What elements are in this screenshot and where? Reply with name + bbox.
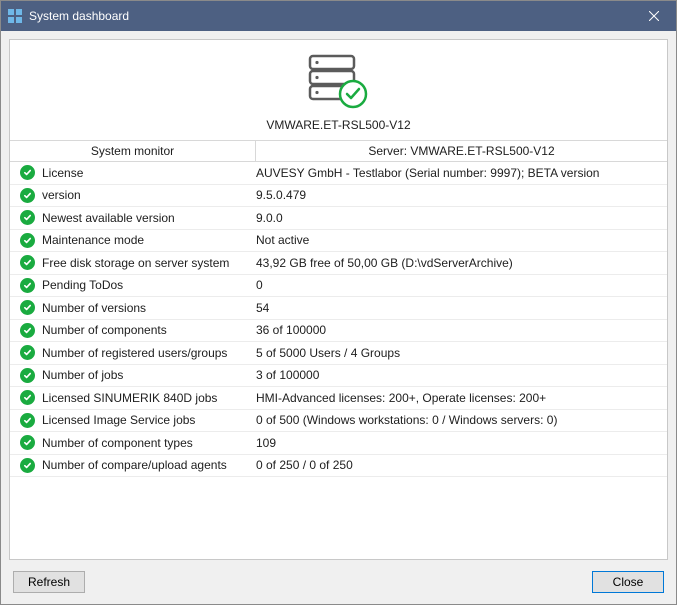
status-row: Number of compare/upload agents0 of 250 … xyxy=(10,455,667,478)
server-graphic xyxy=(10,48,667,116)
row-value: 3 of 100000 xyxy=(256,368,657,382)
close-button[interactable]: Close xyxy=(592,571,664,593)
row-value: AUVESY GmbH - Testlabor (Serial number: … xyxy=(256,166,657,180)
status-row: Licensed Image Service jobs0 of 500 (Win… xyxy=(10,410,667,433)
row-label: version xyxy=(42,188,256,202)
content-panel: VMWARE.ET-RSL500-V12 System monitor Serv… xyxy=(9,39,668,560)
status-ok-icon xyxy=(20,233,42,248)
app-icon xyxy=(7,8,23,24)
status-row: Number of component types109 xyxy=(10,432,667,455)
refresh-button[interactable]: Refresh xyxy=(13,571,85,593)
row-value: 54 xyxy=(256,301,657,315)
footer: Refresh Close xyxy=(1,568,676,604)
status-row: Newest available version9.0.0 xyxy=(10,207,667,230)
row-label: Maintenance mode xyxy=(42,233,256,247)
row-label: Pending ToDos xyxy=(42,278,256,292)
status-row: Number of registered users/groups5 of 50… xyxy=(10,342,667,365)
row-label: Licensed Image Service jobs xyxy=(42,413,256,427)
row-label: Number of jobs xyxy=(42,368,256,382)
dashboard-window: System dashboard VMWARE.ET-RSL500-V12 xyxy=(0,0,677,605)
row-value: 0 of 250 / 0 of 250 xyxy=(256,458,657,472)
status-row: Number of components36 of 100000 xyxy=(10,320,667,343)
status-row: Number of versions54 xyxy=(10,297,667,320)
titlebar: System dashboard xyxy=(1,1,676,31)
column-headers: System monitor Server: VMWARE.ET-RSL500-… xyxy=(10,140,667,162)
row-value: 36 of 100000 xyxy=(256,323,657,337)
row-label: Number of component types xyxy=(42,436,256,450)
row-value: 109 xyxy=(256,436,657,450)
status-rows: LicenseAUVESY GmbH - Testlabor (Serial n… xyxy=(10,162,667,559)
status-row: version9.5.0.479 xyxy=(10,185,667,208)
row-label: Free disk storage on server system xyxy=(42,256,256,270)
row-value: 9.5.0.479 xyxy=(256,188,657,202)
status-ok-icon xyxy=(20,323,42,338)
status-row: LicenseAUVESY GmbH - Testlabor (Serial n… xyxy=(10,162,667,185)
row-label: Number of compare/upload agents xyxy=(42,458,256,472)
status-ok-icon xyxy=(20,435,42,450)
status-row: Number of jobs3 of 100000 xyxy=(10,365,667,388)
status-ok-icon xyxy=(20,300,42,315)
status-row: Pending ToDos0 xyxy=(10,275,667,298)
row-value: 9.0.0 xyxy=(256,211,657,225)
status-row: Maintenance modeNot active xyxy=(10,230,667,253)
row-label: Newest available version xyxy=(42,211,256,225)
window-title: System dashboard xyxy=(29,9,631,23)
row-value: Not active xyxy=(256,233,657,247)
row-value: 0 xyxy=(256,278,657,292)
status-ok-icon xyxy=(20,345,42,360)
header-server: Server: VMWARE.ET-RSL500-V12 xyxy=(256,141,667,161)
status-ok-icon xyxy=(20,413,42,428)
row-value: 43,92 GB free of 50,00 GB (D:\vdServerAr… xyxy=(256,256,657,270)
row-value: 5 of 5000 Users / 4 Groups xyxy=(256,346,657,360)
row-label: Number of components xyxy=(42,323,256,337)
close-icon xyxy=(649,11,659,21)
status-ok-icon xyxy=(20,255,42,270)
status-ok-icon xyxy=(20,390,42,405)
row-label: License xyxy=(42,166,256,180)
row-value: HMI-Advanced licenses: 200+, Operate lic… xyxy=(256,391,657,405)
row-label: Number of registered users/groups xyxy=(42,346,256,360)
status-row: Licensed SINUMERIK 840D jobsHMI-Advanced… xyxy=(10,387,667,410)
status-ok-icon xyxy=(20,210,42,225)
status-ok-icon xyxy=(20,368,42,383)
status-ok-icon xyxy=(20,458,42,473)
row-value: 0 of 500 (Windows workstations: 0 / Wind… xyxy=(256,413,657,427)
row-label: Licensed SINUMERIK 840D jobs xyxy=(42,391,256,405)
header-system-monitor: System monitor xyxy=(10,141,256,161)
status-ok-icon xyxy=(20,165,42,180)
status-ok-icon xyxy=(20,188,42,203)
window-close-button[interactable] xyxy=(631,1,676,31)
row-label: Number of versions xyxy=(42,301,256,315)
server-ok-icon xyxy=(304,52,374,110)
status-row: Free disk storage on server system43,92 … xyxy=(10,252,667,275)
status-ok-icon xyxy=(20,278,42,293)
server-name: VMWARE.ET-RSL500-V12 xyxy=(10,116,667,140)
